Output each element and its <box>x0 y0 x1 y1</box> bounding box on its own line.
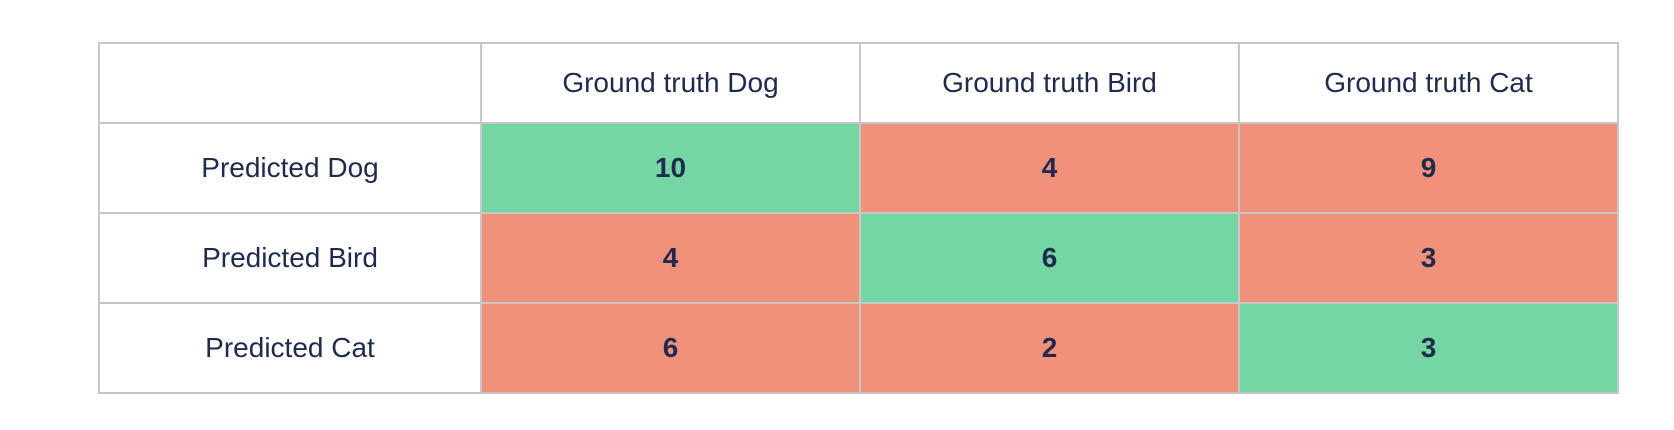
row-label-predicted-dog: Predicted Dog <box>98 122 482 214</box>
cell-predicted-dog-truth-dog: 10 <box>480 122 861 214</box>
cell-predicted-dog-truth-bird: 4 <box>859 122 1240 214</box>
column-header-ground-truth-bird: Ground truth Bird <box>859 42 1240 124</box>
cell-predicted-cat-truth-dog: 6 <box>480 302 861 394</box>
table-row-predicted-dog: Predicted Dog 10 4 9 <box>98 122 1619 214</box>
table-row-predicted-cat: Predicted Cat 6 2 3 <box>98 302 1619 394</box>
cell-predicted-cat-truth-cat: 3 <box>1238 302 1619 394</box>
corner-cell <box>98 42 482 124</box>
cell-predicted-bird-truth-cat: 3 <box>1238 212 1619 304</box>
cell-predicted-dog-truth-cat: 9 <box>1238 122 1619 214</box>
row-label-predicted-cat: Predicted Cat <box>98 302 482 394</box>
confusion-matrix-table: Ground truth Dog Ground truth Bird Groun… <box>98 42 1619 394</box>
column-header-ground-truth-dog: Ground truth Dog <box>480 42 861 124</box>
cell-predicted-bird-truth-bird: 6 <box>859 212 1240 304</box>
column-header-ground-truth-cat: Ground truth Cat <box>1238 42 1619 124</box>
table-row-predicted-bird: Predicted Bird 4 6 3 <box>98 212 1619 304</box>
cell-predicted-cat-truth-bird: 2 <box>859 302 1240 394</box>
header-row: Ground truth Dog Ground truth Bird Groun… <box>98 42 1619 124</box>
row-label-predicted-bird: Predicted Bird <box>98 212 482 304</box>
cell-predicted-bird-truth-dog: 4 <box>480 212 861 304</box>
